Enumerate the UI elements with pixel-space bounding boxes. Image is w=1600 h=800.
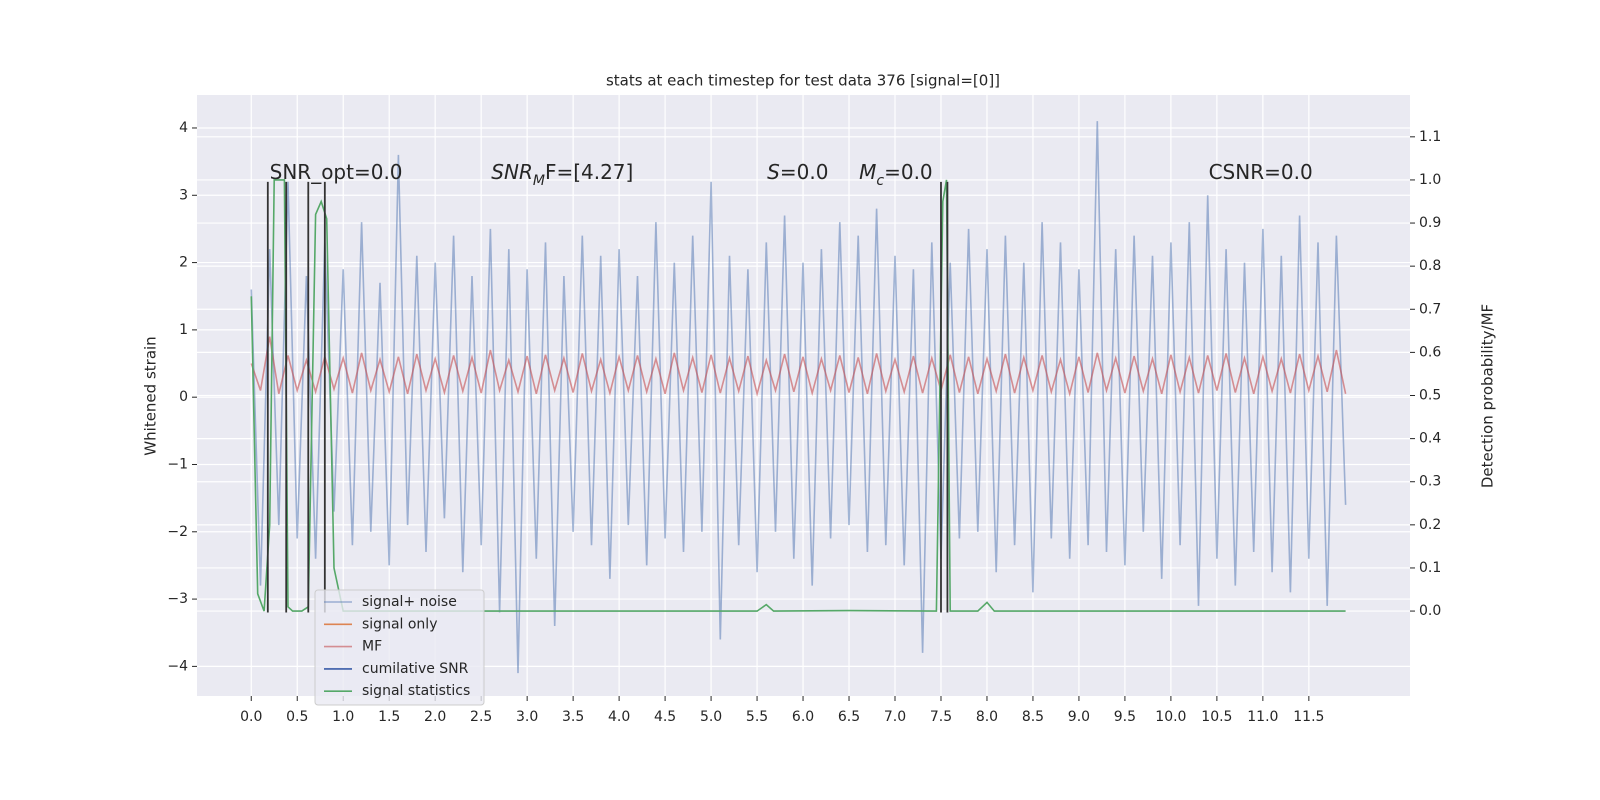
y-tick-label: −2	[167, 524, 188, 540]
annotation-part: c	[876, 173, 884, 189]
y2-tick-label: 0.2	[1419, 517, 1441, 533]
y-tick-label: −4	[167, 658, 188, 674]
x-tick-label: 10.0	[1155, 709, 1186, 725]
y2-tick-label: 0.1	[1419, 560, 1441, 576]
x-tick-label: 5.0	[700, 709, 722, 725]
y2-tick-label: 0.9	[1419, 215, 1441, 231]
series-line	[250, 336, 1347, 397]
legend: signal+ noise signal only MF cumilative SNR…	[314, 589, 485, 706]
x-tick-label: 11.0	[1247, 709, 1278, 725]
x-tick-label: 1.0	[332, 709, 354, 725]
x-tick-label: 10.5	[1201, 709, 1232, 725]
annotation: S=0.0	[767, 160, 828, 184]
x-tick-label: 0.0	[240, 709, 262, 725]
y-axis-label: Whitened strain	[142, 336, 160, 455]
x-tick-label: 11.5	[1293, 709, 1324, 725]
y2-axis-label: Detection probability/MF	[1479, 304, 1497, 488]
annotation-part: M	[859, 160, 876, 184]
annotation-part: CSNR=0.0	[1209, 160, 1313, 184]
annotation-part: =0.0	[884, 160, 933, 184]
grid	[197, 95, 1410, 696]
y2-tick-label: 1.1	[1419, 129, 1441, 145]
x-tick-label: 6.0	[792, 709, 814, 725]
y-tick-label: −3	[167, 591, 188, 607]
y2-tick-label: 0.5	[1419, 388, 1441, 404]
x-tick-label: 9.0	[1068, 709, 1090, 725]
x-tick-label: 2.0	[424, 709, 446, 725]
y2-tick-label: 0.4	[1419, 431, 1441, 447]
legend-label: signal statistics	[362, 683, 470, 699]
series-line	[250, 121, 1347, 674]
y-tick-label: 4	[179, 120, 188, 136]
annotation-part: S	[767, 160, 780, 184]
x-tick-label: 3.5	[562, 709, 584, 725]
x-tick-label: 9.5	[1114, 709, 1136, 725]
annotation-part: SNR_opt=0.0	[270, 160, 403, 184]
x-tick-label: 2.5	[470, 709, 492, 725]
annotation-part: =0.0	[780, 160, 829, 184]
x-tick-label: 7.0	[884, 709, 906, 725]
annotation: CSNR=0.0	[1209, 160, 1313, 184]
y-tick-label: 1	[179, 322, 188, 338]
y2-tick-label: 0.3	[1419, 474, 1441, 490]
annotation: SNR_opt=0.0	[270, 160, 403, 184]
legend-label: signal+ noise	[362, 594, 457, 610]
x-tick-label: 8.0	[976, 709, 998, 725]
y2-tick-label: 1.0	[1419, 172, 1441, 188]
x-tick-label: 7.5	[930, 709, 952, 725]
y-tick-label: 3	[179, 187, 188, 203]
x-tick-label: 1.5	[378, 709, 400, 725]
x-tick-label: 3.0	[516, 709, 538, 725]
annotation-part: SNR	[491, 160, 533, 184]
chart-title: stats at each timestep for test data 376…	[606, 72, 1000, 90]
legend-label: cumilative SNR	[362, 661, 469, 677]
y2-tick-label: 0.7	[1419, 301, 1441, 317]
y-tick-label: −1	[167, 456, 188, 472]
x-tick-label: 8.5	[1022, 709, 1044, 725]
x-tick-label: 4.5	[654, 709, 676, 725]
annotation: Mc=0.0	[859, 160, 933, 190]
axes: 0.0 0.5 1.0 1.5 2.0 2.5 3.0 3.5 4.0 4.5 5.0 5.5 6.0 6…	[167, 120, 1441, 725]
y2-tick-label: 0.8	[1419, 258, 1441, 274]
y-tick-label: 2	[179, 255, 188, 271]
legend-label: signal only	[362, 616, 437, 632]
legend-box	[314, 589, 485, 706]
legend-label: MF	[362, 639, 382, 655]
x-tick-label: 6.5	[838, 709, 860, 725]
y2-tick-label: 0.0	[1419, 603, 1441, 619]
annotation: SNRMF=[4.27]	[491, 160, 633, 190]
y2-tick-label: 0.6	[1419, 344, 1441, 360]
y-tick-label: 0	[179, 389, 188, 405]
x-tick-label: 0.5	[286, 709, 308, 725]
annotation-part: M	[533, 173, 545, 189]
x-tick-label: 5.5	[746, 709, 768, 725]
annotation-part: F=[4.27]	[545, 160, 633, 184]
x-tick-label: 4.0	[608, 709, 630, 725]
